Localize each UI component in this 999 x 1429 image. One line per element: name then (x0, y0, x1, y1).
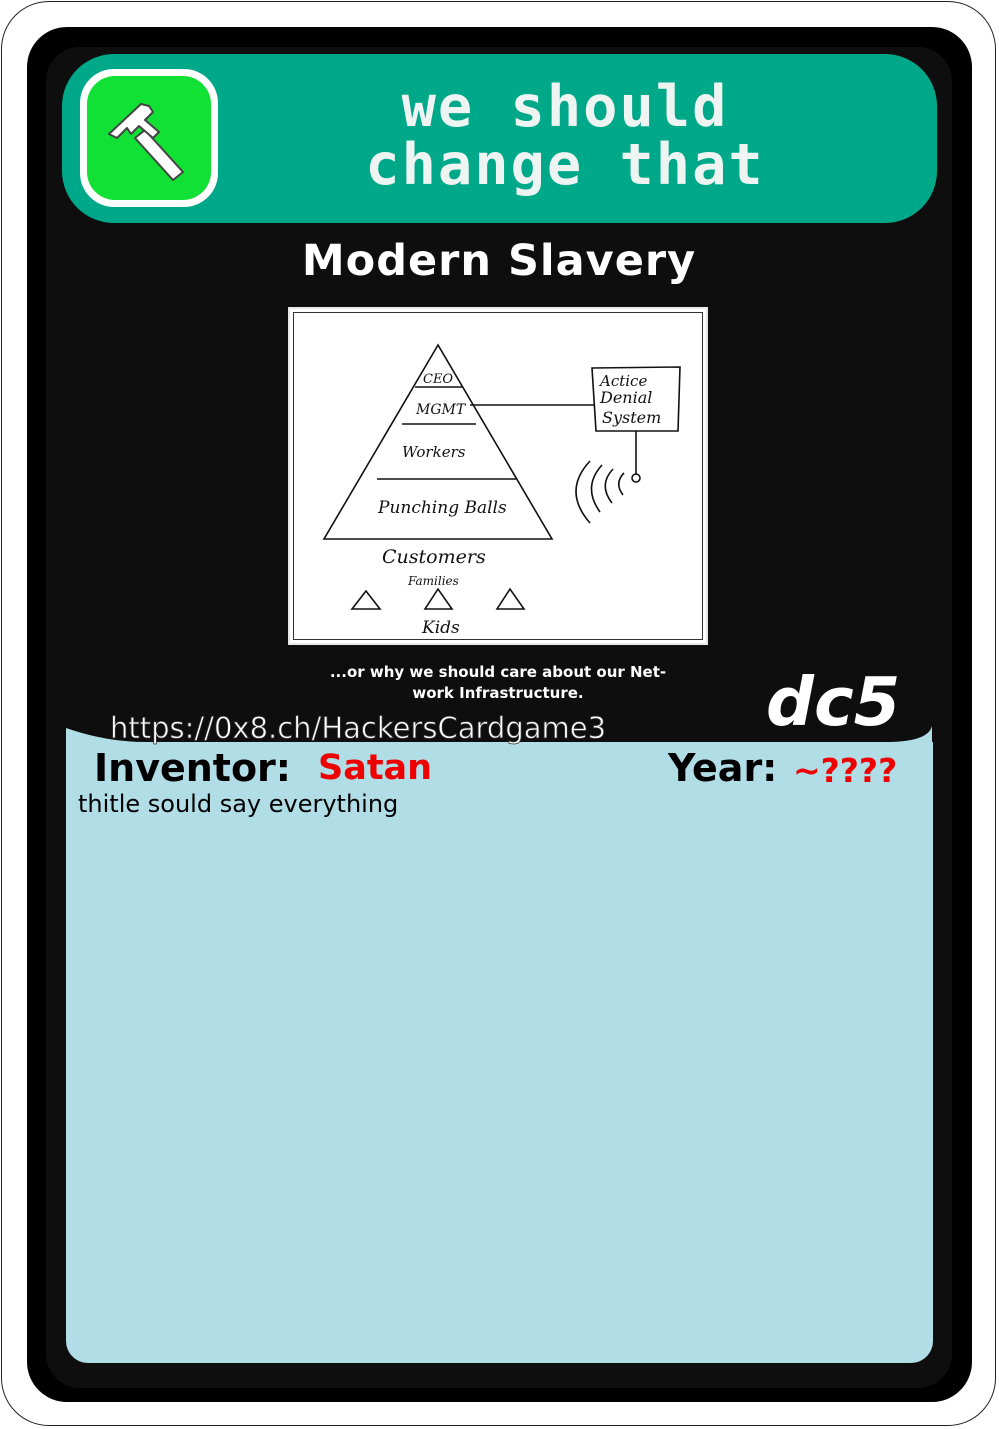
level-punching-balls: Punching Balls (377, 498, 507, 518)
level-mgmt: MGMT (415, 402, 467, 418)
card-url[interactable]: https://0x8.ch/HackersCardgame3 (110, 711, 607, 746)
year-label: Year: (668, 746, 778, 790)
title-line-1: we should (401, 74, 729, 140)
description-panel (66, 742, 933, 1363)
illustration-border (293, 312, 703, 640)
kids-label: Kids (421, 618, 460, 638)
inventor-label: Inventor: (94, 746, 291, 790)
category-badge-inner (87, 76, 211, 200)
card-caption: ...or why we should care about our Net- … (300, 662, 696, 704)
edition-label: dc5 (766, 663, 901, 741)
inventor-value: Satan (318, 748, 433, 788)
box-line-2: Denial (599, 388, 652, 407)
title-line-2: change that (365, 132, 765, 198)
box-line-1: Actice (598, 372, 647, 390)
level-ceo: CEO (423, 372, 453, 387)
card-illustration: CEO MGMT Workers Punching Balls Actice D… (288, 307, 708, 645)
families-label: Families (407, 574, 459, 588)
customers-label: Customers (382, 546, 486, 568)
box-line-3: System (602, 408, 661, 427)
card-name: Modern Slavery (301, 236, 697, 286)
level-workers: Workers (402, 443, 466, 461)
pyramid-drawing: CEO MGMT Workers Punching Balls Actice D… (322, 343, 681, 638)
caption-line-2: work Infrastructure. (412, 684, 584, 702)
year-value: ~???? (793, 751, 898, 790)
hammer-icon (108, 103, 184, 181)
card-description: thitle sould say everything (78, 790, 399, 818)
caption-line-1: ...or why we should care about our Net- (329, 663, 667, 681)
card-category-title: we should change that (300, 78, 830, 194)
